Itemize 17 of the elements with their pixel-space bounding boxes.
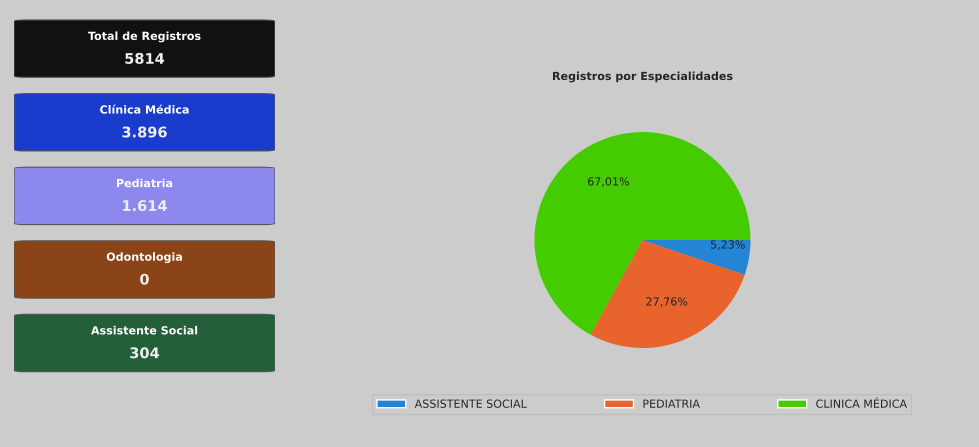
legend-label: CLINICA MÉDICA xyxy=(816,397,908,408)
data-label: 5,23% xyxy=(710,240,745,250)
text: 3.896 xyxy=(122,126,167,138)
text: 0 xyxy=(140,274,149,285)
data-label: 67,01% xyxy=(588,177,629,187)
legend-label: PEDIATRIA xyxy=(643,400,700,408)
category-label: Clínica Médica xyxy=(100,104,189,114)
chart-title: Registros por Especialidades xyxy=(552,72,733,82)
text: 1.614 xyxy=(123,200,167,212)
data-label: 27,76% xyxy=(646,297,688,307)
text: 304 xyxy=(130,347,160,358)
category-label: Assistente Social xyxy=(91,326,198,334)
category-label: Odontologia xyxy=(106,252,182,264)
category-label: Pediatria xyxy=(117,178,172,188)
category-label: Total de Registros xyxy=(88,31,201,42)
text: 5814 xyxy=(125,52,164,64)
legend-label: ASSISTENTE SOCIAL xyxy=(414,399,527,408)
